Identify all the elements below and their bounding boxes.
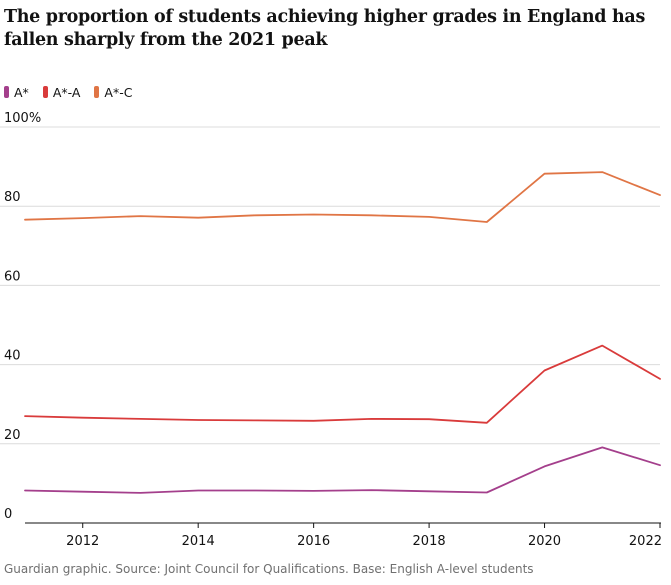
y-tick-label: 0 bbox=[4, 507, 12, 522]
y-tick-label: 40 bbox=[4, 349, 21, 364]
legend-swatch-a-star bbox=[4, 86, 9, 98]
legend-swatch-a-star-c bbox=[94, 86, 100, 98]
x-tick-label: 2020 bbox=[528, 534, 561, 549]
x-axis: 2012 2014 2016 2018 2020 2022 bbox=[25, 522, 662, 549]
legend: A* A*-A A*-C bbox=[4, 83, 132, 101]
x-tick-label: 2022 bbox=[629, 534, 662, 549]
y-tick-label: 20 bbox=[4, 428, 21, 443]
source-note: Guardian graphic. Source: Joint Council … bbox=[4, 562, 534, 576]
chart-title: The proportion of students achieving hig… bbox=[4, 7, 645, 50]
series-line-a-star bbox=[24, 446, 661, 494]
series-lines bbox=[24, 171, 661, 494]
x-tick-label: 2014 bbox=[182, 534, 215, 549]
legend-label-a-star: A* bbox=[14, 84, 29, 100]
y-tick-label: 60 bbox=[4, 269, 21, 284]
series-line-a-star-a bbox=[24, 344, 661, 424]
legend-item-a-star-c: A*-C bbox=[94, 85, 132, 100]
x-tick-label: 2012 bbox=[66, 534, 99, 549]
gridlines: 0 20 40 60 80 100% bbox=[0, 111, 660, 522]
series-line-a-star-c bbox=[24, 171, 661, 223]
legend-swatch-a-star-a bbox=[42, 86, 48, 98]
x-tick-label: 2016 bbox=[297, 534, 330, 549]
legend-item-a-star-a: A*-A bbox=[42, 84, 81, 100]
legend-label-a-star-a: A*-A bbox=[52, 84, 81, 100]
y-tick-label: 100% bbox=[4, 111, 41, 126]
line-chart: 0 20 40 60 80 100% 2012 2014 2016 2018 2020 2022 bbox=[0, 111, 662, 549]
x-tick-label: 2018 bbox=[413, 534, 446, 549]
legend-label-a-star-c: A*-C bbox=[104, 84, 133, 100]
legend-item-a-star: A* bbox=[4, 85, 29, 100]
y-tick-label: 80 bbox=[4, 190, 21, 205]
